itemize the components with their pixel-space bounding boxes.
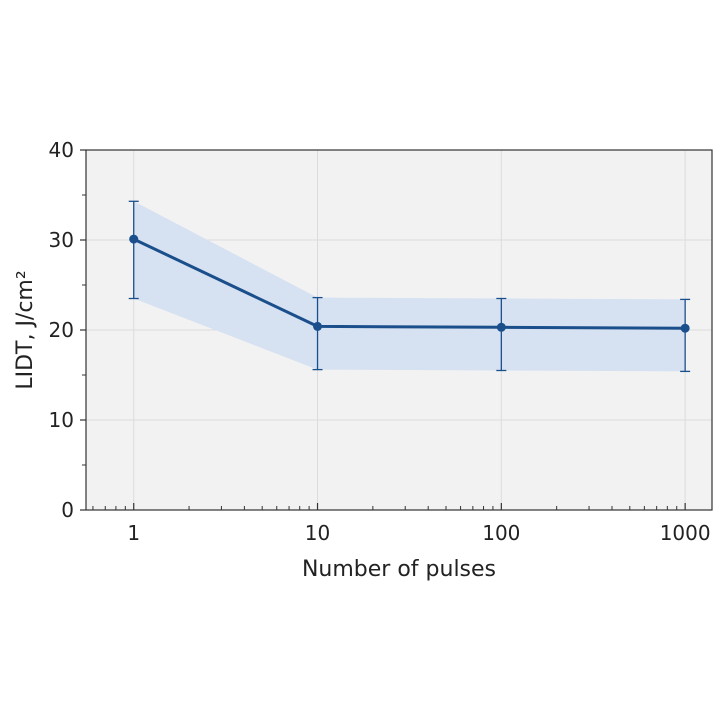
data-series — [128, 200, 691, 373]
data-point — [129, 234, 139, 244]
x-tick-label: 10 — [305, 521, 330, 545]
x-axis-title: Number of pulses — [302, 557, 496, 582]
y-tick-label: 40 — [49, 138, 74, 162]
y-tick-label: 30 — [49, 228, 74, 252]
data-point — [496, 322, 506, 332]
y-tick-label: 10 — [49, 408, 74, 432]
series-line — [133, 237, 686, 330]
tick-labels: 0 10 20 30 40 1 10 100 1000 — [49, 138, 711, 545]
axis-ticks — [80, 149, 686, 511]
x-tick-label: 1 — [127, 521, 140, 545]
data-point — [680, 323, 690, 333]
x-tick-label: 100 — [482, 521, 520, 545]
data-point — [313, 321, 323, 331]
x-tick-label: 1000 — [660, 521, 711, 545]
y-tick-label: 0 — [61, 498, 74, 522]
y-tick-label: 20 — [49, 318, 74, 342]
y-axis-title: LIDT, J/cm² — [13, 270, 38, 389]
